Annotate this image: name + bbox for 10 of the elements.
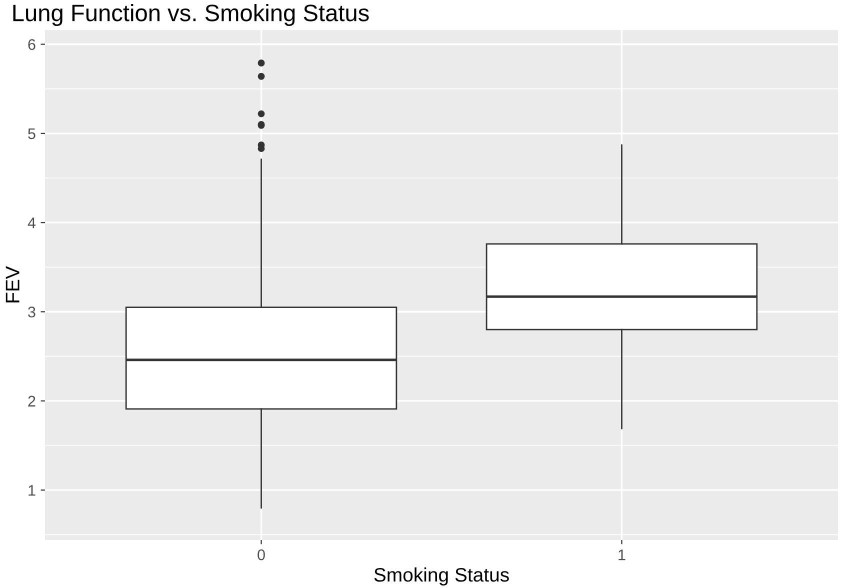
x-axis-title: Smoking Status	[374, 567, 509, 586]
x-tick-label: 0	[258, 549, 265, 560]
y-axis-title: FEV	[6, 266, 20, 302]
y-tick-label: 2	[28, 396, 36, 406]
y-tick-label: 3	[28, 306, 36, 318]
y-tick-label: 6	[28, 39, 36, 50]
y-tick-label: 5	[28, 128, 36, 140]
chart-title: Lung Function vs. Smoking Status	[13, 4, 369, 26]
y-tick-label: 4	[28, 218, 36, 228]
y-tick-label: 1	[28, 485, 36, 496]
